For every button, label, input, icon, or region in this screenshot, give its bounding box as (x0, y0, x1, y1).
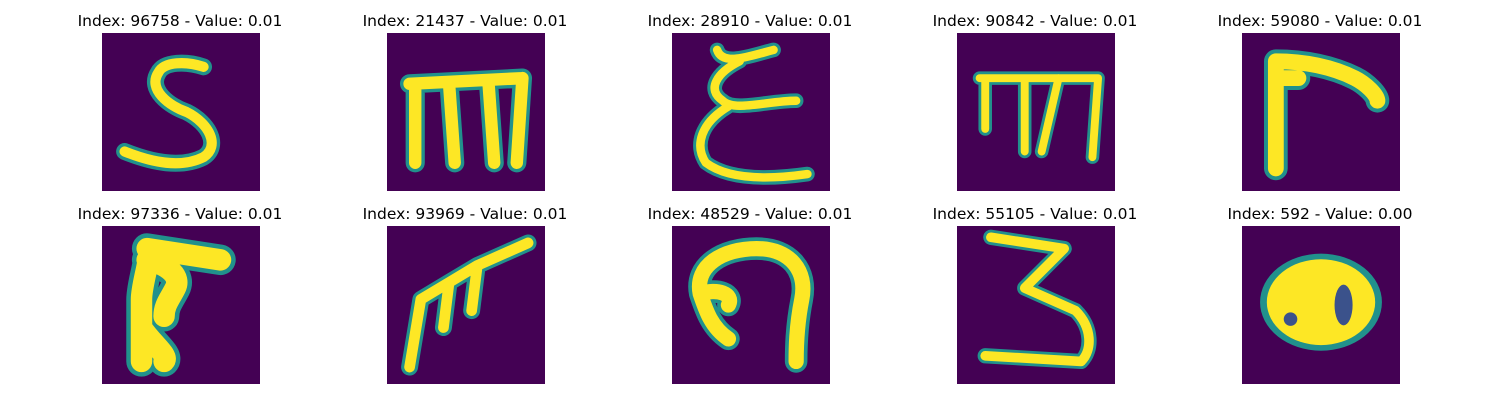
panel-5: Index: 59080 - Value: 0.01 (1175, 12, 1465, 192)
glyph-hole (1334, 284, 1353, 326)
glyph-edge (399, 68, 533, 173)
panel-title: Index: 48529 - Value: 0.01 (647, 205, 853, 223)
glyph-image (387, 226, 545, 384)
glyph-stroke (691, 240, 811, 370)
glyph-image (102, 226, 260, 384)
glyph-image (102, 33, 260, 191)
panel-10: Index: 592 - Value: 0.00 (1175, 205, 1465, 385)
panel-8: Index: 48529 - Value: 0.01 (605, 205, 895, 385)
glyph-hole (1283, 312, 1298, 326)
glyph-stroke (1266, 259, 1376, 346)
panel-title: Index: 97336 - Value: 0.01 (77, 205, 283, 223)
glyph-stroke (130, 237, 232, 373)
panel-6: Index: 97336 - Value: 0.01 (35, 205, 325, 385)
panel-title: Index: 59080 - Value: 0.01 (1217, 12, 1423, 30)
panel-title: Index: 592 - Value: 0.00 (1227, 205, 1413, 223)
glyph-image (957, 226, 1115, 384)
glyph-stroke (119, 58, 217, 169)
glyph-image (672, 33, 830, 191)
glyph-edge (972, 71, 1105, 164)
glyph-edge (116, 54, 221, 172)
glyph-image (1242, 226, 1400, 384)
panel-title: Index: 21437 - Value: 0.01 (362, 12, 568, 30)
panel-1: Index: 96758 - Value: 0.01 (35, 12, 325, 192)
panel-7: Index: 93969 - Value: 0.01 (320, 205, 610, 385)
panel-title: Index: 90842 - Value: 0.01 (932, 12, 1138, 30)
panel-9: Index: 55105 - Value: 0.01 (890, 205, 1180, 385)
glyph-stroke (696, 45, 812, 182)
panel-4: Index: 90842 - Value: 0.01 (890, 12, 1180, 192)
glyph-image (957, 33, 1115, 191)
panel-3: Index: 28910 - Value: 0.01 (605, 12, 895, 192)
panel-title: Index: 93969 - Value: 0.01 (362, 205, 568, 223)
glyph-image (672, 226, 830, 384)
glyph-stroke (1267, 53, 1386, 177)
glyph-stroke (975, 74, 1103, 162)
glyph-image (387, 33, 545, 191)
panel-2: Index: 21437 - Value: 0.01 (320, 12, 610, 192)
panel-title: Index: 28910 - Value: 0.01 (647, 12, 853, 30)
panel-title: Index: 96758 - Value: 0.01 (77, 12, 283, 30)
glyph-image (1242, 33, 1400, 191)
glyph-stroke (980, 232, 1094, 367)
glyph-stroke (404, 237, 534, 373)
glyph-edge (977, 229, 1097, 370)
glyph-stroke (403, 71, 529, 169)
panel-title: Index: 55105 - Value: 0.01 (932, 205, 1138, 223)
